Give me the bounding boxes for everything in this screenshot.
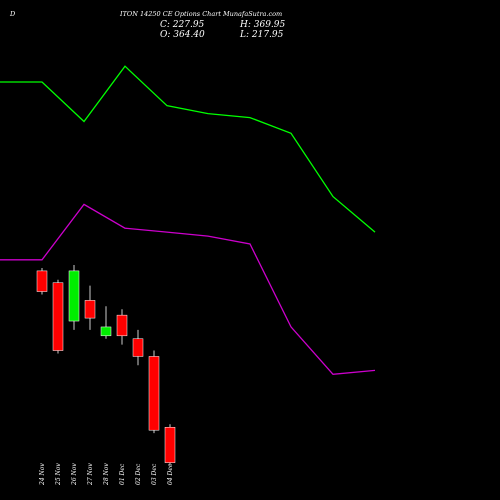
x-tick-label: 26 Nov xyxy=(71,463,78,486)
header-close: C: 227.95 xyxy=(160,20,205,30)
header-title: ITON 14250 CE Options Chart MunafaSutra.… xyxy=(119,10,282,18)
upper-band-line xyxy=(0,65,376,233)
x-tick-label: 02 Dec xyxy=(135,463,142,485)
candle-body-26-nov xyxy=(68,270,80,322)
header-code: D xyxy=(9,10,16,18)
x-tick-label: 01 Dec xyxy=(119,463,126,485)
header-low: L: 217.95 xyxy=(239,30,284,40)
x-tick-label: 25 Nov xyxy=(55,463,62,486)
x-tick-label: 27 Nov xyxy=(87,463,94,486)
x-tick-label: 28 Nov xyxy=(103,463,110,486)
candles-group xyxy=(36,265,176,466)
candle-body-27-nov xyxy=(84,300,96,319)
lower-band-line xyxy=(0,203,376,375)
candle-body-04-dec xyxy=(164,427,176,463)
candle-body-24-nov xyxy=(36,270,48,292)
candle-body-25-nov xyxy=(52,282,64,351)
candle-body-02-dec xyxy=(132,338,144,357)
candle-body-01-dec xyxy=(116,314,128,337)
header-high: H: 369.95 xyxy=(239,20,286,30)
candle-body-28-nov xyxy=(100,326,112,337)
x-tick-label: 03 Dec xyxy=(151,463,158,485)
x-tick-label: 24 Nov xyxy=(39,463,46,486)
header-open: O: 364.40 xyxy=(160,30,205,40)
x-axis-labels: 24 Nov 25 Nov 26 Nov 27 Nov 28 Nov 01 Dec 02 D… xyxy=(39,463,174,486)
x-tick-label: 04 Dec xyxy=(167,463,174,485)
candle-body-03-dec xyxy=(148,356,160,431)
